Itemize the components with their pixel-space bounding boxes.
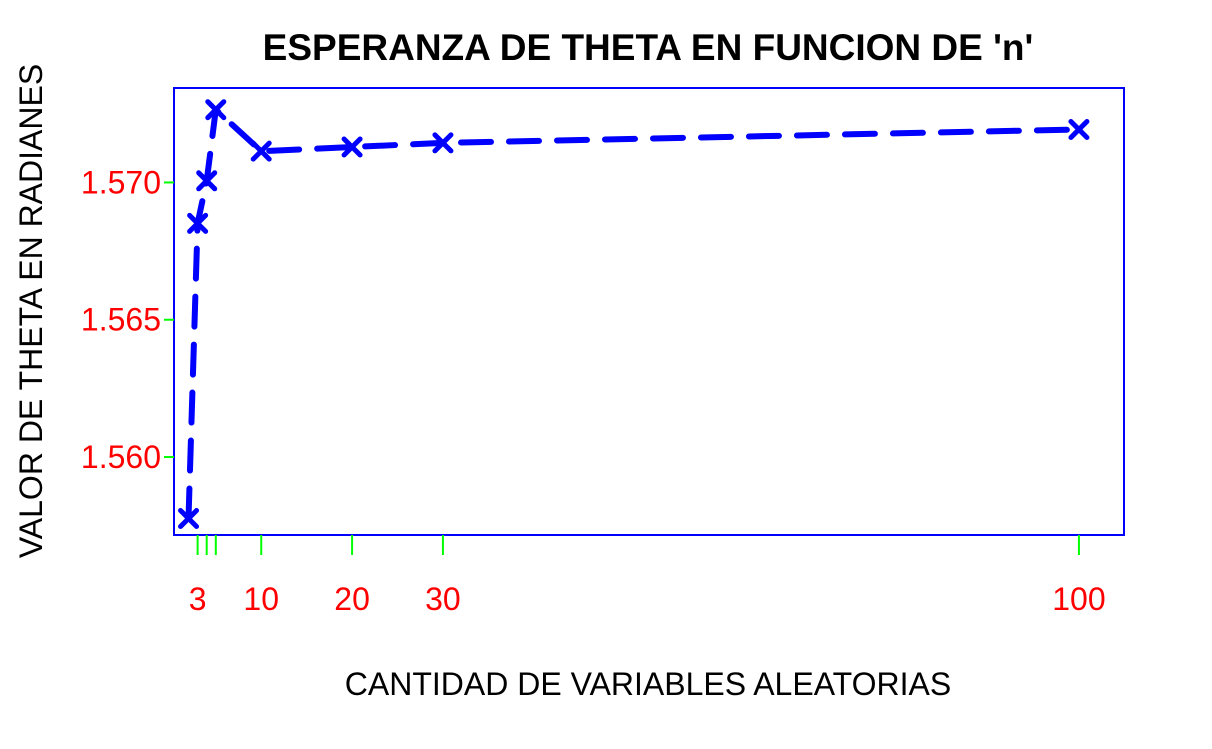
x-tick-label: 3	[189, 581, 207, 617]
y-axis: 1.560 1.565 1.570	[81, 164, 174, 475]
data-point	[250, 140, 272, 162]
plot-area-border	[173, 87, 1125, 536]
data-point-stroke	[205, 99, 227, 121]
x-tick-label: 30	[425, 581, 461, 617]
data-point-stroke	[1068, 118, 1090, 140]
y-tick-label: 1.570	[81, 164, 161, 200]
x-tick-label: 10	[243, 581, 279, 617]
data-point	[1068, 118, 1090, 140]
data-point-stroke	[196, 170, 218, 192]
x-axis-label: CANTIDAD DE VARIABLES ALEATORIAS	[345, 666, 951, 702]
y-tick-label: 1.565	[81, 302, 161, 338]
data-point-stroke	[341, 136, 363, 158]
data-point	[196, 170, 218, 192]
chart-title: ESPERANZA DE THETA EN FUNCION DE 'n'	[263, 27, 1034, 68]
data-point-stroke	[250, 140, 272, 162]
series-line	[185, 106, 1082, 522]
y-axis-label: VALOR DE THETA EN RADIANES	[13, 64, 49, 558]
y-tick-label: 1.560	[81, 439, 161, 475]
data-point-stroke	[187, 212, 209, 234]
data-point	[205, 99, 227, 121]
data-point-stroke	[178, 508, 200, 530]
data-point-stroke	[432, 132, 454, 154]
data-point	[341, 136, 363, 158]
data-point	[178, 508, 200, 530]
data-point	[187, 212, 209, 234]
series-markers	[178, 99, 1090, 530]
data-point	[432, 132, 454, 154]
x-axis: 3 10 20 30 100	[189, 535, 1106, 617]
x-tick-label: 20	[334, 581, 370, 617]
x-tick-label: 100	[1052, 581, 1105, 617]
